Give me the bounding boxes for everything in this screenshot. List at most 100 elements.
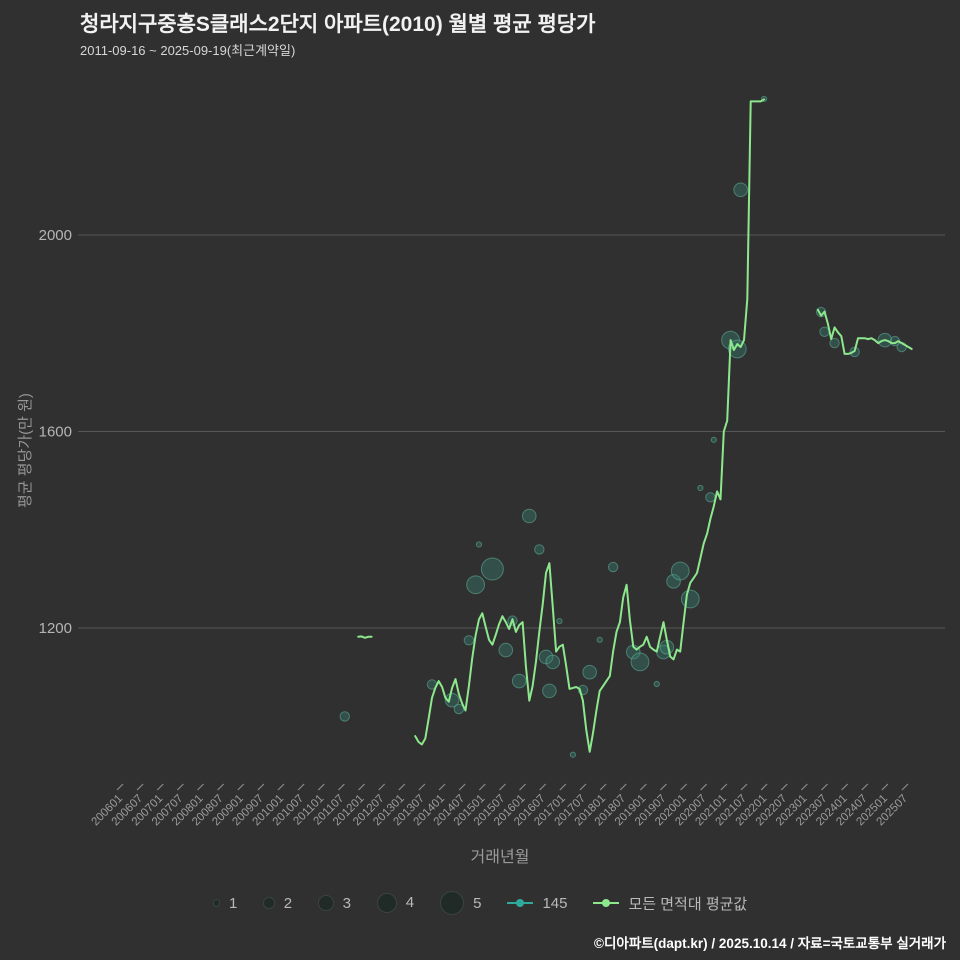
- x-tick-mark: [881, 783, 889, 791]
- x-tick-mark: [821, 783, 828, 791]
- legend-label: 3: [342, 894, 351, 912]
- transaction-bubble: [582, 664, 597, 680]
- x-tick-mark: [358, 783, 365, 791]
- transaction-bubble: [670, 561, 690, 581]
- transaction-bubble: [463, 635, 475, 646]
- chart-legend: 1 2 3 4 5 145 모든 면적대 평균값: [0, 891, 960, 915]
- transaction-bubble: [339, 711, 350, 722]
- x-tick-mark: [297, 783, 305, 791]
- transaction-bubble: [475, 541, 483, 548]
- x-tick-mark: [841, 783, 849, 791]
- average-price-line: [816, 308, 913, 355]
- x-tick-mark: [116, 783, 124, 791]
- x-tick-mark: [901, 783, 909, 791]
- transaction-bubble: [733, 182, 748, 198]
- transaction-bubble: [680, 589, 700, 609]
- x-tick-mark: [559, 783, 567, 791]
- x-tick-mark: [700, 783, 708, 791]
- transaction-bubble: [480, 557, 504, 581]
- transaction-bubble: [607, 561, 619, 573]
- x-tick-mark: [217, 783, 225, 791]
- x-tick-mark: [720, 783, 728, 791]
- transaction-bubble: [521, 508, 537, 524]
- transaction-bubble: [498, 642, 514, 658]
- transaction-bubble: [545, 654, 561, 670]
- transaction-bubble: [556, 618, 563, 625]
- y-tick-label: 2000: [39, 227, 72, 244]
- x-tick-mark: [317, 783, 325, 791]
- x-tick-mark: [619, 783, 627, 791]
- x-tick-mark: [499, 783, 506, 791]
- bubble-size-icon: [376, 893, 397, 913]
- transaction-bubble: [444, 692, 460, 708]
- bubble-size-icon: [440, 891, 465, 915]
- x-tick-mark: [378, 783, 386, 791]
- x-tick-mark: [780, 783, 788, 791]
- transaction-bubble: [453, 703, 465, 715]
- transaction-bubble: [666, 574, 681, 589]
- transaction-bubble: [542, 683, 557, 699]
- transaction-bubble: [819, 326, 830, 337]
- transaction-bubble: [705, 492, 716, 503]
- credit-footer: ©디아파트(dapt.kr) / 2025.10.14 / 자료=국토교통부 실…: [594, 936, 946, 951]
- average-price-line: [414, 98, 766, 753]
- legend-avg-series[interactable]: 모든 면적대 평균값: [593, 893, 747, 914]
- x-tick-mark: [458, 783, 466, 791]
- legend-size-5[interactable]: 5: [440, 891, 481, 915]
- legend-label: 모든 면적대 평균값: [628, 895, 748, 913]
- transaction-bubble: [511, 673, 527, 689]
- x-tick-mark: [599, 783, 607, 791]
- x-tick-mark: [156, 783, 164, 791]
- x-tick-mark: [337, 783, 345, 791]
- legend-size-3[interactable]: 3: [318, 895, 351, 912]
- transaction-bubble: [829, 337, 840, 349]
- legend-size-4[interactable]: 4: [376, 893, 415, 913]
- bubble-size-icon: [212, 899, 220, 907]
- transaction-bubble: [653, 680, 660, 688]
- x-tick-mark: [197, 783, 204, 791]
- legend-label: 4: [405, 894, 415, 912]
- transaction-bubble: [569, 751, 576, 758]
- bubble-size-icon: [318, 895, 334, 911]
- x-axis-label: 거래년월: [470, 849, 530, 866]
- legend-label: 145: [542, 894, 568, 912]
- transaction-bubble: [534, 544, 545, 555]
- x-tick-mark: [237, 783, 245, 791]
- page-title: 청라지구중흥S클래스2단지 아파트(2010) 월별 평균 평당가: [80, 13, 596, 36]
- x-tick-mark: [639, 783, 647, 791]
- average-price-line: [357, 635, 373, 639]
- transaction-bubble: [596, 636, 603, 643]
- x-tick-mark: [680, 783, 688, 791]
- transaction-bubble: [630, 652, 650, 672]
- x-tick-mark: [136, 783, 144, 791]
- transaction-bubble: [466, 575, 485, 595]
- date-range-subtitle: 2011-09-16 ~ 2025-09-19(최근계약일): [80, 43, 296, 58]
- x-tick-mark: [740, 783, 748, 791]
- legend-label: 5: [473, 894, 482, 912]
- x-tick-mark: [861, 783, 869, 791]
- y-tick-label: 1200: [39, 620, 72, 637]
- x-tick-mark: [539, 783, 547, 791]
- x-tick-mark: [176, 783, 184, 791]
- x-tick-mark: [579, 783, 587, 791]
- x-tick-mark: [760, 783, 768, 791]
- x-tick-mark: [277, 783, 285, 791]
- x-tick-mark: [478, 783, 486, 791]
- legend-count-series[interactable]: 145: [507, 895, 567, 912]
- y-tick-label: 1600: [39, 424, 72, 441]
- x-tick-mark: [438, 783, 446, 791]
- bubble-size-icon: [263, 897, 275, 909]
- x-tick-mark: [660, 783, 667, 791]
- x-tick-mark: [257, 783, 265, 791]
- legend-size-2[interactable]: 2: [263, 895, 292, 912]
- x-tick-mark: [398, 783, 406, 791]
- x-tick-mark: [418, 783, 426, 791]
- legend-size-1[interactable]: 1: [212, 894, 238, 912]
- line-marker-icon: [507, 898, 534, 908]
- x-tick-mark: [519, 783, 526, 791]
- transaction-bubble: [710, 436, 717, 443]
- legend-label: 1: [228, 894, 238, 912]
- legend-label: 2: [283, 894, 293, 912]
